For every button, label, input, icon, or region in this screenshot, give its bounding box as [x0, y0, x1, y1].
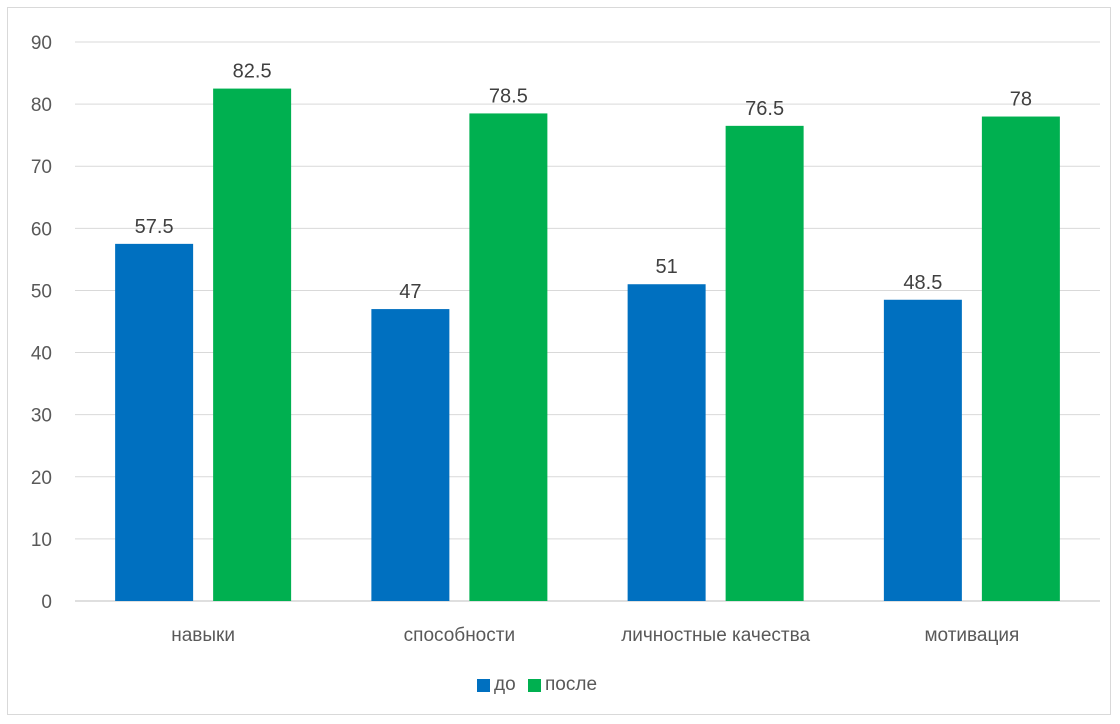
data-label: 76.5: [745, 98, 784, 120]
x-tick-label: мотивация: [924, 625, 1019, 646]
legend: до после: [477, 674, 597, 695]
legend-entry: после: [545, 674, 597, 695]
y-tick-label: 10: [31, 530, 52, 551]
y-tick-label: 0: [41, 592, 52, 613]
y-tick-label: 70: [31, 157, 52, 178]
x-axis-tick-labels: навыки способности личностные качества моти…: [171, 625, 1019, 646]
bar-posle-3: [725, 125, 804, 601]
data-label: 51: [656, 256, 678, 278]
bar-do-3: [627, 284, 706, 601]
data-label: 78.5: [489, 85, 528, 107]
bars: [115, 88, 1060, 602]
data-label: 82.5: [233, 61, 272, 83]
x-tick-label: навыки: [171, 625, 235, 646]
x-tick-label: личностные качества: [621, 625, 810, 646]
y-tick-label: 80: [31, 95, 52, 116]
y-tick-label: 40: [31, 344, 52, 365]
legend-swatch: [477, 679, 490, 692]
legend-entry: до: [494, 674, 516, 695]
legend-swatch: [528, 679, 541, 692]
y-tick-label: 90: [31, 33, 52, 54]
data-label: 78: [1010, 89, 1032, 111]
y-tick-label: 30: [31, 406, 52, 427]
y-tick-label: 60: [31, 219, 52, 240]
data-label: 57.5: [135, 216, 174, 238]
y-axis-tick-labels: 0 10 20 30 40 50 60 70 80 90: [31, 33, 52, 613]
bar-do-4: [883, 299, 962, 601]
data-label: 48.5: [903, 272, 942, 294]
y-tick-label: 20: [31, 468, 52, 489]
data-label: 47: [399, 281, 421, 303]
data-labels: 57.5 47 51 48.5 82.5 78.5 76.5 78: [135, 61, 1032, 303]
bar-posle-1: [213, 88, 292, 602]
bar-do-2: [371, 309, 450, 601]
x-tick-label: способности: [404, 625, 515, 646]
bar-posle-2: [469, 113, 548, 601]
y-tick-label: 50: [31, 281, 52, 302]
bar-posle-4: [981, 116, 1060, 602]
bar-do-1: [115, 243, 194, 601]
